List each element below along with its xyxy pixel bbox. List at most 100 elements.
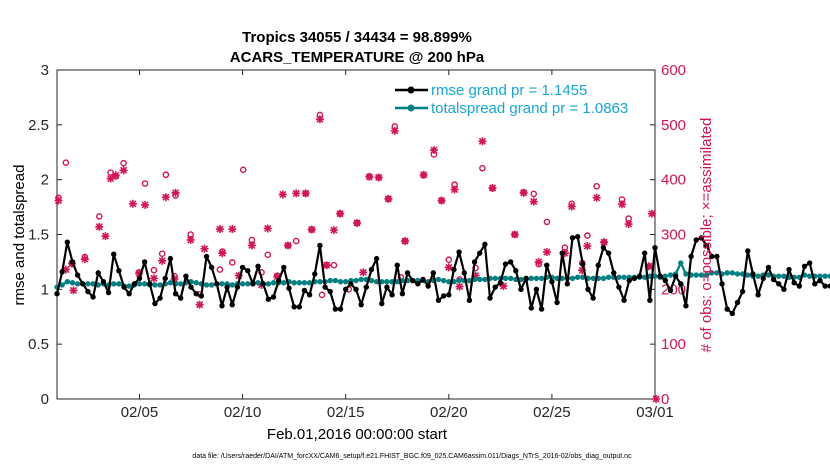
obs-possible-marker — [584, 232, 591, 239]
series-point-totalspread — [64, 278, 71, 285]
obs-assimilated-marker — [80, 255, 89, 264]
series-point-rmse — [812, 281, 818, 287]
series-point-totalspread — [157, 282, 163, 288]
series-point-rmse — [281, 264, 287, 271]
series-point-rmse — [147, 281, 153, 287]
series-point-rmse — [652, 244, 658, 251]
x-tick-label: 02/10 — [224, 404, 262, 421]
obs-assimilated-marker — [359, 268, 368, 277]
y-tick-label: 0.5 — [28, 336, 49, 353]
series-point-totalspread — [477, 276, 483, 283]
series-point-totalspread — [822, 273, 828, 279]
series-point-rmse — [188, 284, 194, 290]
series-point-rmse — [574, 233, 581, 240]
series-point-totalspread — [296, 280, 302, 286]
x-tick-label: 02/15 — [327, 404, 365, 421]
series-point-rmse — [136, 275, 143, 282]
obs-assimilated-marker — [54, 196, 63, 205]
obs-possible-marker — [239, 166, 247, 174]
series-point-totalspread — [621, 274, 627, 280]
obs-assimilated-marker — [234, 271, 243, 280]
series-point-totalspread — [281, 280, 287, 286]
series-point-rmse — [54, 291, 60, 297]
series-point-rmse — [306, 292, 313, 298]
series-point-rmse — [580, 261, 586, 267]
series-point-rmse — [698, 235, 705, 241]
series-point-totalspread — [239, 281, 246, 287]
series-point-rmse — [719, 281, 725, 287]
series-point-rmse — [291, 304, 297, 310]
series-point-rmse — [641, 250, 648, 256]
obs-assimilated-marker — [315, 115, 324, 124]
obs-assimilated-marker — [61, 265, 70, 274]
series-point-rmse — [678, 281, 684, 287]
series-point-rmse — [667, 287, 674, 294]
x-axis-label: Feb.01,2016 00:00:00 start — [267, 426, 448, 443]
obs-assimilated-marker — [301, 189, 310, 198]
obs-possible-marker — [318, 291, 326, 299]
series-point-rmse — [827, 283, 830, 289]
series-point-totalspread — [74, 281, 81, 287]
series-point-rmse — [549, 278, 555, 285]
series-point-rmse — [709, 253, 715, 260]
obs-possible-marker — [593, 182, 600, 190]
obs-possible-marker — [264, 251, 272, 259]
series-point-totalspread — [714, 270, 720, 276]
series-point-rmse — [497, 280, 504, 286]
series-point-rmse — [337, 306, 344, 312]
series-point-totalspread — [827, 273, 830, 279]
series-point-totalspread — [90, 281, 96, 287]
series-point-rmse — [533, 286, 540, 293]
series-point-rmse — [141, 259, 148, 265]
obs-assimilated-marker — [455, 282, 464, 291]
series-point-rmse — [703, 242, 710, 249]
obs-assimilated-marker — [111, 171, 120, 180]
obs-assimilated-marker — [444, 263, 453, 272]
obs-assimilated-marker — [374, 173, 383, 182]
series-point-rmse — [105, 289, 112, 296]
series-point-rmse — [95, 270, 101, 276]
obs-assimilated-marker — [529, 197, 538, 206]
series-point-totalspread — [291, 280, 297, 286]
obs-assimilated-marker — [273, 272, 282, 281]
series-point-totalspread — [533, 275, 540, 282]
x-tick-label: 02/25 — [533, 404, 571, 421]
series-point-totalspread — [776, 273, 782, 279]
series-point-rmse — [111, 251, 117, 257]
series-point-rmse — [446, 292, 452, 298]
series-point-rmse — [404, 270, 411, 276]
series-point-rmse — [755, 292, 761, 298]
series-point-rmse — [85, 288, 91, 295]
obs-possible-marker — [107, 169, 114, 176]
obs-assimilated-marker — [353, 218, 362, 227]
series-point-totalspread — [265, 281, 272, 287]
series-point-totalspread — [327, 277, 333, 284]
series-point-rmse — [734, 299, 741, 306]
series-point-totalspread — [641, 274, 648, 280]
legend-label-rmse: rmse grand pr = 1.1455 — [431, 82, 587, 99]
legend-marker-rmse — [407, 86, 415, 94]
series-point-rmse — [399, 291, 406, 297]
obs-assimilated-marker — [450, 185, 459, 194]
y-right-tick-label: 0 — [661, 391, 669, 408]
series-point-totalspread — [353, 277, 359, 284]
series-point-rmse — [585, 286, 591, 293]
obs-assimilated-marker — [135, 269, 144, 278]
series-point-rmse — [415, 281, 421, 287]
series-point-rmse — [647, 297, 653, 303]
legend-box — [393, 78, 649, 118]
series-point-rmse — [74, 272, 81, 278]
obs-assimilated-marker — [437, 196, 446, 205]
series-point-rmse — [162, 275, 168, 282]
series-point-rmse — [544, 262, 550, 268]
series-point-rmse — [384, 284, 390, 290]
series-point-rmse — [183, 273, 189, 279]
series-point-totalspread — [167, 280, 174, 286]
obs-assimilated-marker — [283, 241, 292, 250]
series-point-rmse — [786, 266, 792, 273]
obs-possible-marker — [228, 259, 236, 266]
series-point-rmse — [729, 310, 736, 317]
series-point-totalspread — [368, 277, 375, 284]
series-point-rmse — [389, 292, 395, 298]
